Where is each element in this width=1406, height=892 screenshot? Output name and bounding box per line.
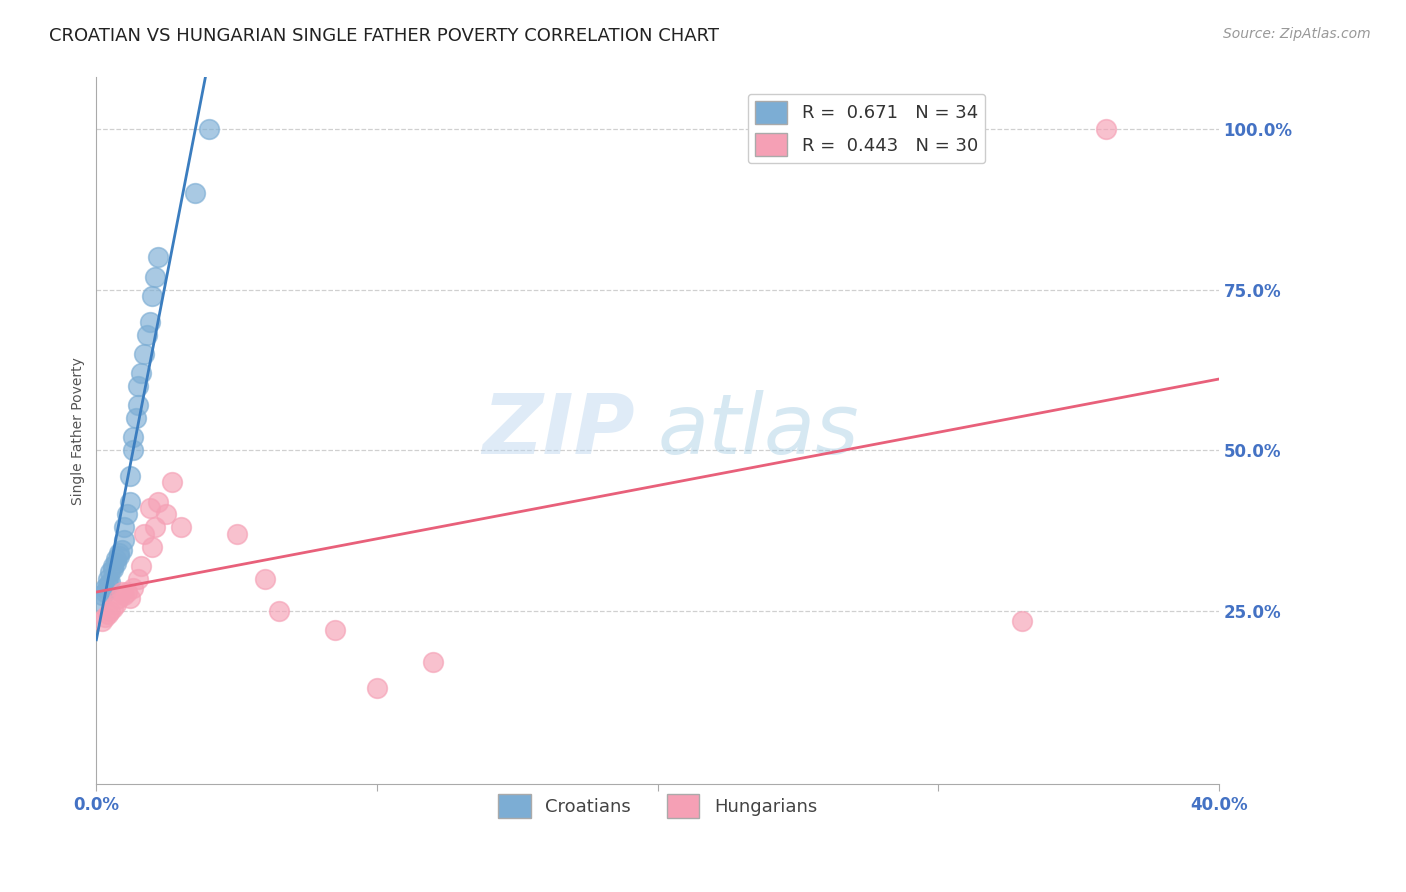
Point xyxy=(121,443,143,458)
Point xyxy=(103,558,125,573)
Point xyxy=(143,520,166,534)
Point xyxy=(169,520,191,534)
Point xyxy=(97,572,120,586)
Point xyxy=(112,520,135,534)
Point xyxy=(107,549,129,564)
Point xyxy=(132,347,155,361)
Point xyxy=(94,610,117,624)
Point xyxy=(91,614,114,628)
Point xyxy=(94,584,117,599)
Point xyxy=(104,552,127,566)
Point xyxy=(104,556,127,570)
Point xyxy=(143,269,166,284)
Point xyxy=(138,501,160,516)
Point xyxy=(94,582,117,596)
Point xyxy=(115,584,138,599)
Point xyxy=(197,121,219,136)
Point xyxy=(422,656,444,670)
Point xyxy=(103,600,125,615)
Point xyxy=(127,398,149,412)
Point xyxy=(97,578,120,592)
Text: CROATIAN VS HUNGARIAN SINGLE FATHER POVERTY CORRELATION CHART: CROATIAN VS HUNGARIAN SINGLE FATHER POVE… xyxy=(49,27,720,45)
Point xyxy=(127,379,149,393)
Point xyxy=(323,623,346,637)
Point xyxy=(104,598,127,612)
Point xyxy=(267,604,290,618)
Point xyxy=(100,574,122,589)
Point xyxy=(183,186,205,201)
Point xyxy=(97,607,120,621)
Point xyxy=(366,681,388,695)
Point xyxy=(107,591,129,605)
Point xyxy=(146,494,169,508)
Point xyxy=(112,588,135,602)
Legend: Croatians, Hungarians: Croatians, Hungarians xyxy=(491,788,824,825)
Point xyxy=(146,251,169,265)
Point xyxy=(129,366,152,380)
Point xyxy=(112,533,135,548)
Point xyxy=(121,582,143,596)
Point xyxy=(118,494,141,508)
Point xyxy=(110,542,132,557)
Point xyxy=(91,588,114,602)
Point xyxy=(132,526,155,541)
Point xyxy=(225,526,247,541)
Point xyxy=(141,540,163,554)
Point xyxy=(118,469,141,483)
Point xyxy=(129,558,152,573)
Point xyxy=(1011,614,1033,628)
Point xyxy=(103,562,125,576)
Point xyxy=(89,594,111,608)
Point xyxy=(127,572,149,586)
Point xyxy=(160,475,183,490)
Point xyxy=(138,315,160,329)
Point xyxy=(118,591,141,605)
Point xyxy=(121,430,143,444)
Text: Source: ZipAtlas.com: Source: ZipAtlas.com xyxy=(1223,27,1371,41)
Point xyxy=(135,327,157,342)
Point xyxy=(100,566,122,580)
Point xyxy=(1095,121,1118,136)
Point xyxy=(115,508,138,522)
Y-axis label: Single Father Poverty: Single Father Poverty xyxy=(72,357,86,505)
Point xyxy=(155,508,177,522)
Point xyxy=(107,546,129,560)
Point xyxy=(100,604,122,618)
Point xyxy=(141,289,163,303)
Text: ZIP: ZIP xyxy=(482,391,636,472)
Text: atlas: atlas xyxy=(658,391,859,472)
Point xyxy=(253,572,276,586)
Point xyxy=(124,411,146,425)
Point xyxy=(110,584,132,599)
